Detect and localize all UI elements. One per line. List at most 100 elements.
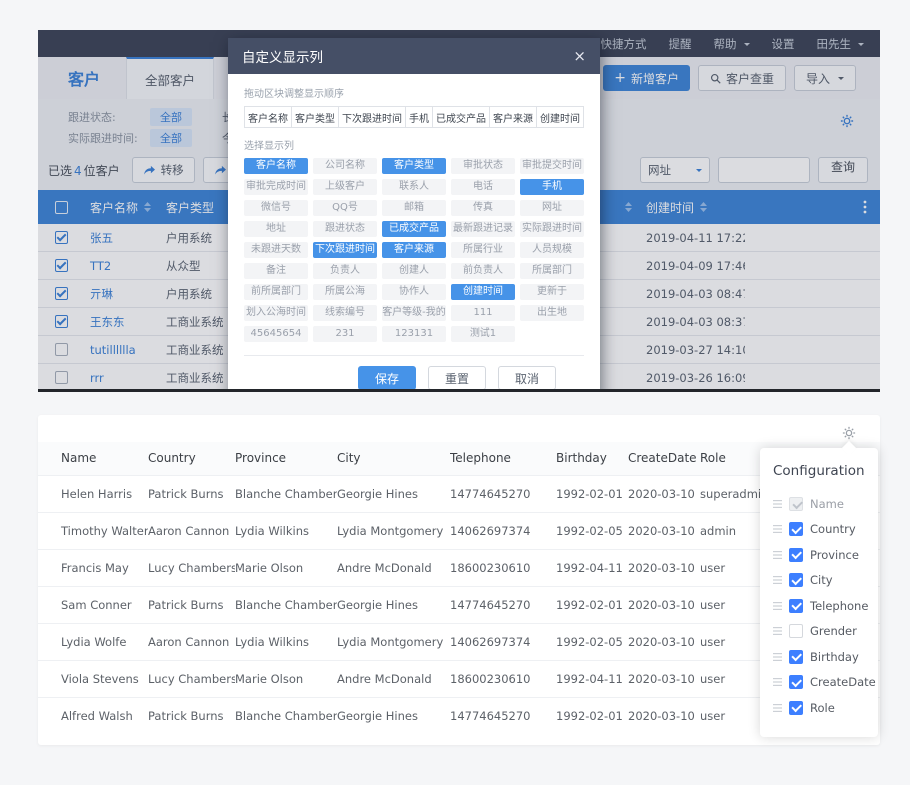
customer-name-link[interactable]: 张五 <box>90 230 113 245</box>
field-toggle-button[interactable]: 手机 <box>520 179 584 195</box>
field-toggle-button[interactable]: 更新于 <box>520 284 584 300</box>
dedupe-button[interactable]: 客户查重 <box>697 65 786 91</box>
field-toggle-button[interactable]: 协作人 <box>382 284 446 300</box>
field-toggle-button[interactable]: 负责人 <box>313 263 377 279</box>
nav-reminders[interactable]: 提醒 <box>668 36 692 51</box>
field-toggle-button[interactable]: 跟进状态 <box>313 221 377 237</box>
field-toggle-button[interactable]: 地址 <box>244 221 308 237</box>
column-visibility-checkbox[interactable] <box>789 547 803 562</box>
sort-icon[interactable] <box>144 202 152 212</box>
row-checkbox[interactable] <box>54 259 68 272</box>
customer-name-link[interactable]: rrr <box>90 370 104 385</box>
drag-handle-icon[interactable] <box>773 576 782 585</box>
field-toggle-button[interactable]: QQ号 <box>313 200 377 216</box>
field-toggle-button[interactable]: 前负责人 <box>451 263 515 279</box>
field-toggle-button[interactable]: 创建时间 <box>451 284 515 300</box>
column-header-type[interactable]: 客户类型 <box>160 199 258 216</box>
drag-handle-icon[interactable] <box>773 550 782 559</box>
tab-all-customers[interactable]: 全部客户 <box>126 57 215 99</box>
field-toggle-button[interactable]: 已成交产品 <box>382 221 446 237</box>
filter-option[interactable]: 全部 <box>150 107 192 126</box>
field-toggle-button[interactable]: 上级客户 <box>313 179 377 195</box>
customer-name-link[interactable]: TT2 <box>90 258 112 273</box>
customer-name-link[interactable]: tutilllllla <box>90 342 136 357</box>
field-toggle-button[interactable]: 微信号 <box>244 200 308 216</box>
field-toggle-button[interactable]: 网址 <box>520 200 584 216</box>
select-all-checkbox[interactable] <box>54 200 68 214</box>
save-button[interactable]: 保存 <box>357 366 416 389</box>
field-toggle-button[interactable]: 45645654 <box>244 326 308 342</box>
column-visibility-checkbox[interactable] <box>789 700 803 715</box>
drag-handle-icon[interactable] <box>773 525 782 534</box>
field-toggle-button[interactable]: 测试1 <box>451 326 515 342</box>
drag-handle-icon[interactable] <box>773 703 782 712</box>
field-toggle-button[interactable]: 实际跟进时间 <box>520 221 584 237</box>
search-field-select[interactable]: 网址 <box>639 157 710 183</box>
field-toggle-button[interactable]: 客户类型 <box>382 158 446 174</box>
field-toggle-button[interactable]: 出生地 <box>520 305 584 321</box>
field-toggle-button[interactable]: 前所属部门 <box>244 284 308 300</box>
column-visibility-checkbox[interactable] <box>789 624 803 639</box>
row-checkbox[interactable] <box>54 287 68 300</box>
filter-option[interactable]: 全部 <box>150 128 192 147</box>
nav-user-menu[interactable]: 田先生 <box>817 36 864 52</box>
transfer-button[interactable]: 转移 <box>131 157 195 183</box>
column-visibility-checkbox[interactable] <box>789 522 803 537</box>
field-toggle-button[interactable]: 人员规模 <box>520 242 584 258</box>
row-checkbox[interactable] <box>54 343 68 356</box>
field-toggle-button[interactable]: 所属行业 <box>451 242 515 258</box>
drag-handle-icon[interactable] <box>773 652 782 661</box>
row-checkbox[interactable] <box>54 231 68 244</box>
field-toggle-button[interactable]: 客户来源 <box>382 242 446 258</box>
column-visibility-checkbox[interactable] <box>789 496 803 511</box>
drag-chip[interactable]: 已成交产品 <box>433 107 490 127</box>
field-toggle-button[interactable]: 客户名称 <box>244 158 308 174</box>
column-settings-dots-icon[interactable] <box>863 200 867 214</box>
search-value-input[interactable] <box>717 157 810 183</box>
field-toggle-button[interactable]: 所属公海 <box>313 284 377 300</box>
field-toggle-button[interactable]: 公司名称 <box>313 158 377 174</box>
drag-handle-icon[interactable] <box>773 601 782 610</box>
field-toggle-button[interactable]: 未跟进天数 <box>244 242 308 258</box>
field-toggle-button[interactable]: 备注 <box>244 263 308 279</box>
field-toggle-button[interactable]: 传真 <box>451 200 515 216</box>
row-checkbox[interactable] <box>54 371 68 384</box>
drag-chip[interactable]: 下次跟进时间 <box>339 107 406 127</box>
drag-handle-icon[interactable] <box>773 627 782 636</box>
configuration-gear-icon[interactable] <box>842 425 856 442</box>
field-toggle-button[interactable]: 客户等级-我的 <box>382 305 446 321</box>
drag-chip[interactable]: 客户类型 <box>292 107 339 127</box>
drag-chip[interactable]: 客户来源 <box>490 107 537 127</box>
column-header-created[interactable]: 创建时间 <box>640 199 745 216</box>
drag-handle-icon[interactable] <box>773 678 782 687</box>
customer-name-link[interactable]: 王东东 <box>90 314 125 329</box>
cancel-button[interactable]: 取消 <box>497 366 556 389</box>
field-toggle-button[interactable]: 电话 <box>451 179 515 195</box>
field-toggle-button[interactable]: 下次跟进时间 <box>313 242 377 258</box>
add-customer-button[interactable]: + 新增客户 <box>603 65 690 91</box>
import-button[interactable]: 导入 <box>793 65 856 91</box>
field-toggle-button[interactable]: 231 <box>313 326 377 342</box>
field-toggle-button[interactable]: 111 <box>451 305 515 321</box>
field-toggle-button[interactable]: 联系人 <box>382 179 446 195</box>
column-header-name[interactable]: 客户名称 <box>84 199 160 216</box>
field-toggle-button[interactable]: 123131 <box>382 326 446 342</box>
field-toggle-button[interactable]: 所属部门 <box>520 263 584 279</box>
drag-chip[interactable]: 客户名称 <box>245 107 292 127</box>
reset-button[interactable]: 重置 <box>427 366 486 389</box>
nav-help[interactable]: 帮助 <box>714 36 750 52</box>
drag-chip[interactable]: 手机 <box>406 107 433 127</box>
column-visibility-checkbox[interactable] <box>789 573 803 588</box>
field-toggle-button[interactable]: 审批完成时间 <box>244 179 308 195</box>
drag-handle-icon[interactable] <box>773 499 782 508</box>
sort-icon[interactable] <box>625 202 632 212</box>
row-checkbox[interactable] <box>54 315 68 328</box>
filter-settings-gear-icon[interactable] <box>840 113 854 132</box>
customer-name-link[interactable]: 亓琳 <box>90 286 113 301</box>
nav-settings[interactable]: 设置 <box>771 36 795 51</box>
field-toggle-button[interactable]: 创建人 <box>382 263 446 279</box>
field-toggle-button[interactable]: 审批状态 <box>451 158 515 174</box>
field-toggle-button[interactable]: 最新跟进记录 <box>451 221 515 237</box>
column-visibility-checkbox[interactable] <box>789 675 803 690</box>
nav-shortcuts[interactable]: 快捷方式 <box>600 36 647 51</box>
